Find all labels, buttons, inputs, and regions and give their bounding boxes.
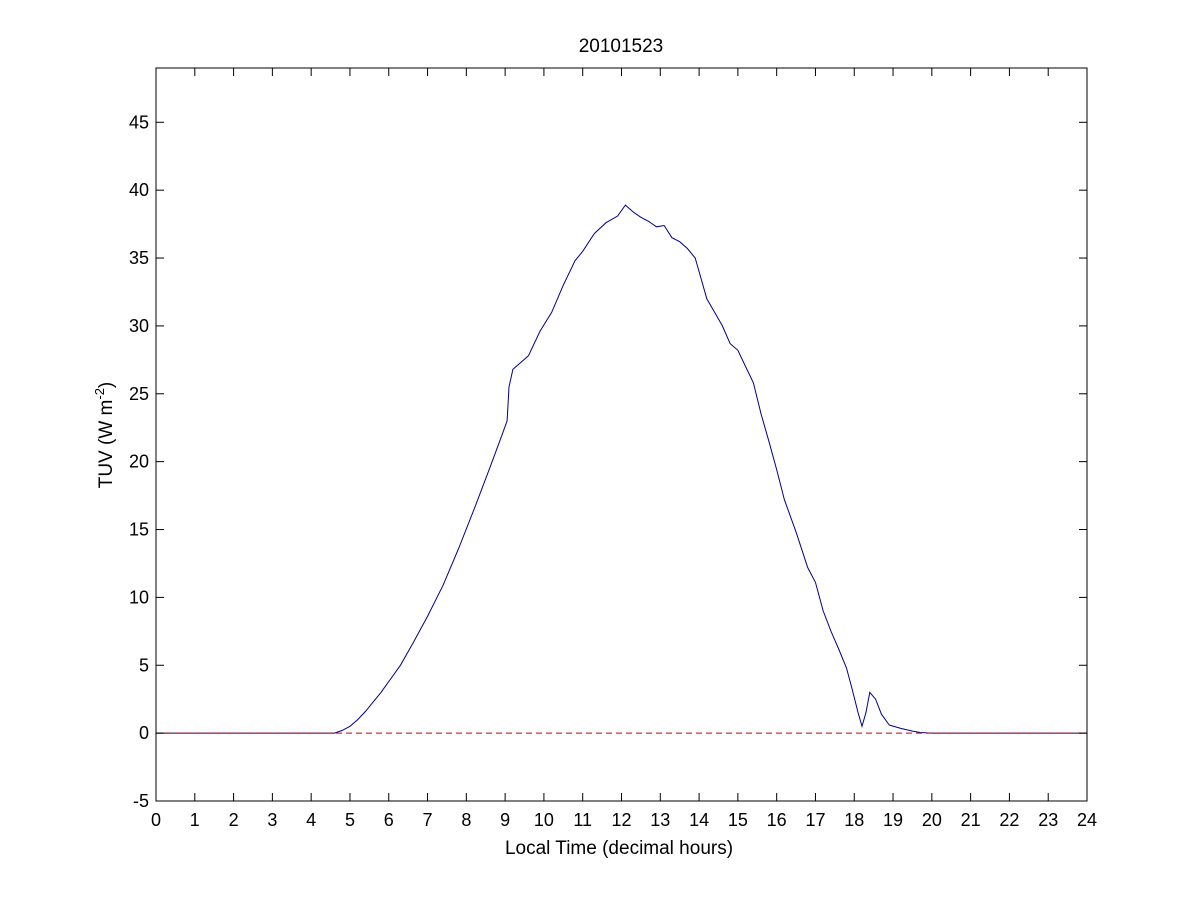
chart-title: 20101523 [579, 36, 664, 57]
x-tick-label: 0 [151, 810, 161, 830]
x-tick-label: 10 [534, 810, 554, 830]
x-tick-label: 24 [1077, 810, 1097, 830]
x-tick-label: 17 [805, 810, 825, 830]
y-tick-label: -5 [133, 791, 149, 811]
x-tick-label: 3 [267, 810, 277, 830]
x-tick-label: 16 [767, 810, 787, 830]
series-layer [156, 204, 1087, 734]
x-tick-label: 9 [500, 810, 510, 830]
x-tick-label: 11 [573, 810, 592, 830]
x-axis-title: Local Time (decimal hours) [505, 838, 733, 859]
tuv-series-line [156, 204, 1087, 734]
y-tick-label: 15 [129, 520, 149, 540]
x-tick-label: 22 [999, 810, 1019, 830]
y-tick-label: 25 [129, 384, 149, 404]
x-tick-label: 15 [728, 810, 748, 830]
y-axis-title-close: ) [96, 382, 117, 388]
x-tick-label: 7 [423, 810, 433, 830]
y-tick-label: 5 [139, 655, 149, 675]
y-tick-label: 10 [129, 587, 149, 607]
x-tick-label: 8 [461, 810, 471, 830]
y-tick-label: 0 [139, 723, 149, 743]
x-tick-label: 2 [229, 810, 239, 830]
x-tick-label: 5 [345, 810, 355, 830]
x-tick-label: 18 [844, 810, 864, 830]
x-tick-label: 23 [1038, 810, 1058, 830]
x-tick-label: 21 [961, 810, 981, 830]
x-tick-label: 20 [922, 810, 942, 830]
x-axis-ticks: 0 1 2 3 4 5 6 7 8 9 10 11 12 13 14 15 16 17 18 19 20 21 22 23 24 [151, 68, 1097, 830]
y-axis-title-main: TUV (W m [96, 400, 117, 489]
y-axis-title-exponent: -2 [92, 388, 107, 400]
x-tick-label: 14 [689, 810, 709, 830]
y-tick-label: 20 [129, 452, 149, 472]
plot-area [156, 68, 1087, 801]
y-axis-ticks: -5 0 5 10 15 20 25 30 35 40 45 [129, 112, 1087, 811]
y-tick-label: 45 [129, 112, 149, 132]
x-tick-label: 12 [611, 810, 631, 830]
y-tick-label: 30 [129, 316, 149, 336]
y-tick-label: 40 [129, 180, 149, 200]
x-tick-label: 19 [883, 810, 903, 830]
x-tick-label: 4 [306, 810, 316, 830]
y-tick-label: 35 [129, 248, 149, 268]
x-tick-label: 13 [650, 810, 670, 830]
y-axis-title: TUV (W m-2) [92, 382, 117, 489]
x-tick-label: 1 [190, 810, 200, 830]
x-tick-label: 6 [384, 810, 394, 830]
